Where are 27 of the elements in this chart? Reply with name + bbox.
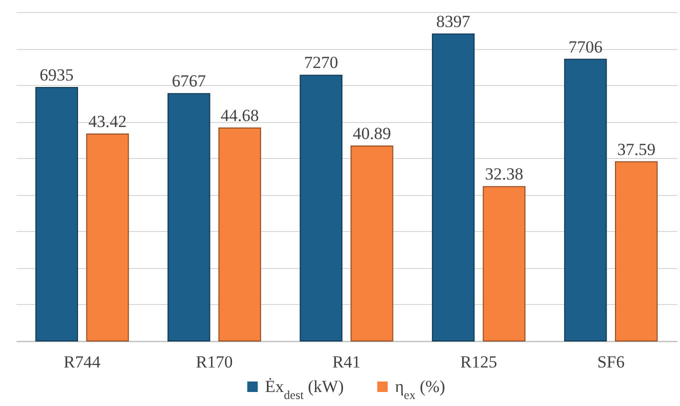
- data-label: 44.68: [220, 106, 259, 125]
- bar: [564, 58, 607, 342]
- bar: [300, 74, 342, 342]
- bar: [35, 86, 78, 342]
- x-tick-label: R125: [460, 352, 498, 372]
- data-label: 7706: [568, 37, 602, 56]
- bar: [86, 133, 129, 342]
- data-label: 32.38: [485, 164, 524, 184]
- bar: [168, 93, 210, 342]
- data-label: 6767: [172, 72, 206, 91]
- data-label: 6935: [40, 65, 74, 84]
- legend-label: η$_{ex}$ (%): [395, 376, 446, 402]
- bar: [482, 186, 526, 342]
- legend-label: Ėx$_{dest}$ (kW): [265, 376, 344, 402]
- x-tick-label: R170: [196, 352, 233, 372]
- bar: [614, 161, 658, 342]
- bar: [350, 146, 394, 342]
- bar: [218, 127, 262, 342]
- bar: [432, 34, 475, 342]
- data-label: 7270: [304, 53, 338, 72]
- x-tick-label: SF6: [597, 352, 625, 372]
- x-tick-label: R41: [332, 352, 361, 372]
- data-label: 40.89: [352, 124, 392, 144]
- data-label: 8397: [436, 12, 471, 32]
- x-tick-label: R744: [64, 352, 102, 372]
- data-label: 37.59: [617, 140, 656, 159]
- data-label: 43.42: [88, 112, 127, 131]
